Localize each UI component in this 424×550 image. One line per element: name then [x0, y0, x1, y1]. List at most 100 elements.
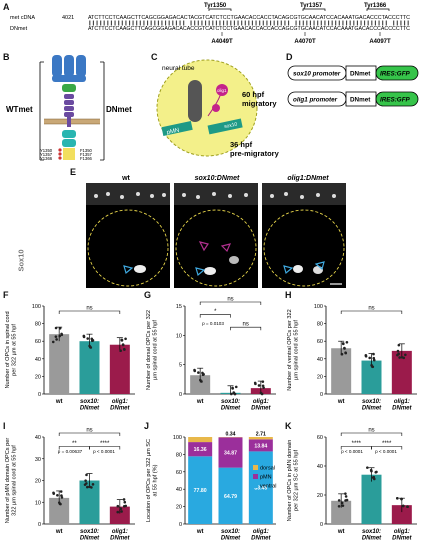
- x-tick-label: sox10:: [221, 399, 240, 405]
- stacked-bar-segment: [248, 437, 273, 440]
- data-point: [124, 337, 127, 341]
- x-tick-label: DNmet: [362, 536, 382, 542]
- data-point: [341, 504, 345, 507]
- significance-bracket: [230, 326, 262, 331]
- data-point: [396, 353, 399, 357]
- data-point: [344, 495, 348, 498]
- data-point: [397, 343, 401, 347]
- x-tick-label: DNmet: [251, 406, 271, 412]
- data-point: [59, 490, 63, 493]
- panel-label-g: G: [144, 290, 152, 300]
- y-tick-label: 100: [173, 435, 182, 441]
- x-tick-label: sox10:: [80, 529, 99, 535]
- data-point: [344, 351, 348, 355]
- significance-label: ns: [242, 322, 248, 328]
- x-tick-label: sox10:: [362, 399, 381, 405]
- data-point: [120, 510, 123, 513]
- column-label: sox10:DNmet: [195, 175, 240, 182]
- data-point: [52, 491, 55, 495]
- x-tick-label: olig1:: [253, 529, 269, 535]
- data-point: [54, 335, 58, 338]
- x-tick-label: olig1:: [112, 399, 128, 405]
- data-point: [116, 510, 120, 514]
- column-label: wt: [121, 175, 130, 182]
- column-label: olig1:DNmet: [287, 175, 329, 182]
- data-point: [366, 466, 369, 469]
- y-axis-label: Location of OPCs per 322 µm SC: [146, 439, 152, 522]
- significance-label: ns: [227, 297, 233, 303]
- bar: [109, 344, 130, 394]
- data-point: [56, 493, 59, 497]
- data-point: [368, 356, 371, 360]
- data-point: [396, 349, 400, 353]
- data-point: [82, 334, 86, 338]
- y-tick-label: 0: [38, 392, 41, 398]
- significance-bracket: [199, 301, 262, 305]
- y-tick-label: 5: [179, 363, 182, 369]
- y-axis-label: per 322 µm at 55 hpf: [12, 324, 18, 376]
- panel-label-j: J: [144, 421, 150, 431]
- y-tick-label: 80: [317, 322, 323, 328]
- hpf60-sub: migratory: [242, 99, 277, 108]
- data-point: [337, 504, 341, 508]
- x-tick-label: wt: [196, 399, 204, 405]
- x-tick-label: olig1:: [394, 529, 410, 535]
- data-point: [88, 485, 91, 489]
- y-tick-label: 100: [314, 304, 323, 310]
- bar: [49, 497, 70, 524]
- y-axis-label: Number of dorsal OPCs per 322: [146, 310, 152, 390]
- bar: [49, 334, 70, 394]
- x-tick-label: DNmet: [80, 536, 100, 542]
- x-tick-label: DNmet: [80, 406, 100, 412]
- data-label: 0.34: [225, 432, 235, 438]
- chart-opcs-location: 0 20 40 60 80 100 Location of OPCs per 322 µm …: [146, 432, 277, 542]
- significance-label: ****: [100, 441, 110, 447]
- data-point: [83, 483, 87, 486]
- data-point: [262, 386, 265, 389]
- hpf60-label: 60 hpf: [242, 90, 265, 99]
- data-point: [253, 381, 257, 385]
- y-tick-label: 30: [35, 457, 41, 463]
- significance-bracket: [340, 432, 403, 436]
- y-tick-label: 100: [32, 304, 41, 310]
- p-value-label: p = 0.00637: [58, 449, 83, 454]
- data-point: [91, 483, 95, 486]
- dn-site: F1366: [80, 156, 93, 161]
- x-tick-label: olig1:: [253, 399, 269, 405]
- bar: [109, 506, 130, 524]
- data-point: [234, 385, 238, 389]
- tyr-label: Tyr1366: [364, 3, 387, 9]
- stacked-bar-segment: [248, 439, 273, 452]
- x-tick-label: wt: [196, 529, 204, 535]
- data-point: [340, 501, 344, 505]
- data-point: [400, 497, 403, 501]
- data-point: [402, 504, 405, 508]
- x-tick-label: DNmet: [251, 536, 271, 542]
- bar: [79, 480, 100, 524]
- stacked-bar-segment: [188, 437, 213, 443]
- dnmet-label: DNmet: [350, 71, 371, 78]
- chart-opcs-ventral: 0 20 40 60 80 100 Number of ventral OPCs per 3…: [287, 304, 417, 412]
- bar: [331, 348, 352, 394]
- data-point: [233, 392, 237, 396]
- wt-site: Y1366: [40, 156, 53, 161]
- data-point: [231, 386, 234, 390]
- dnmet-label: DNmet: [350, 97, 371, 104]
- data-point: [372, 358, 376, 362]
- data-point: [54, 326, 58, 330]
- data-label: 34.87: [224, 450, 237, 456]
- data-point: [122, 504, 126, 508]
- y-tick-label: 60: [317, 435, 323, 441]
- y-tick-label: 20: [35, 479, 41, 485]
- data-point: [59, 502, 62, 506]
- panel-label-d: D: [286, 52, 293, 62]
- x-tick-label: sox10:: [221, 529, 240, 535]
- significance-bracket: [58, 310, 121, 314]
- y-tick-label: 40: [317, 464, 323, 470]
- pmn-label: pMN: [166, 128, 180, 137]
- significance-bracket: [89, 446, 121, 450]
- y-axis-label: Number of OPCs in spinal cord: [5, 311, 11, 388]
- data-point: [372, 475, 376, 479]
- data-point: [84, 479, 87, 482]
- data-label: 77.80: [194, 488, 207, 494]
